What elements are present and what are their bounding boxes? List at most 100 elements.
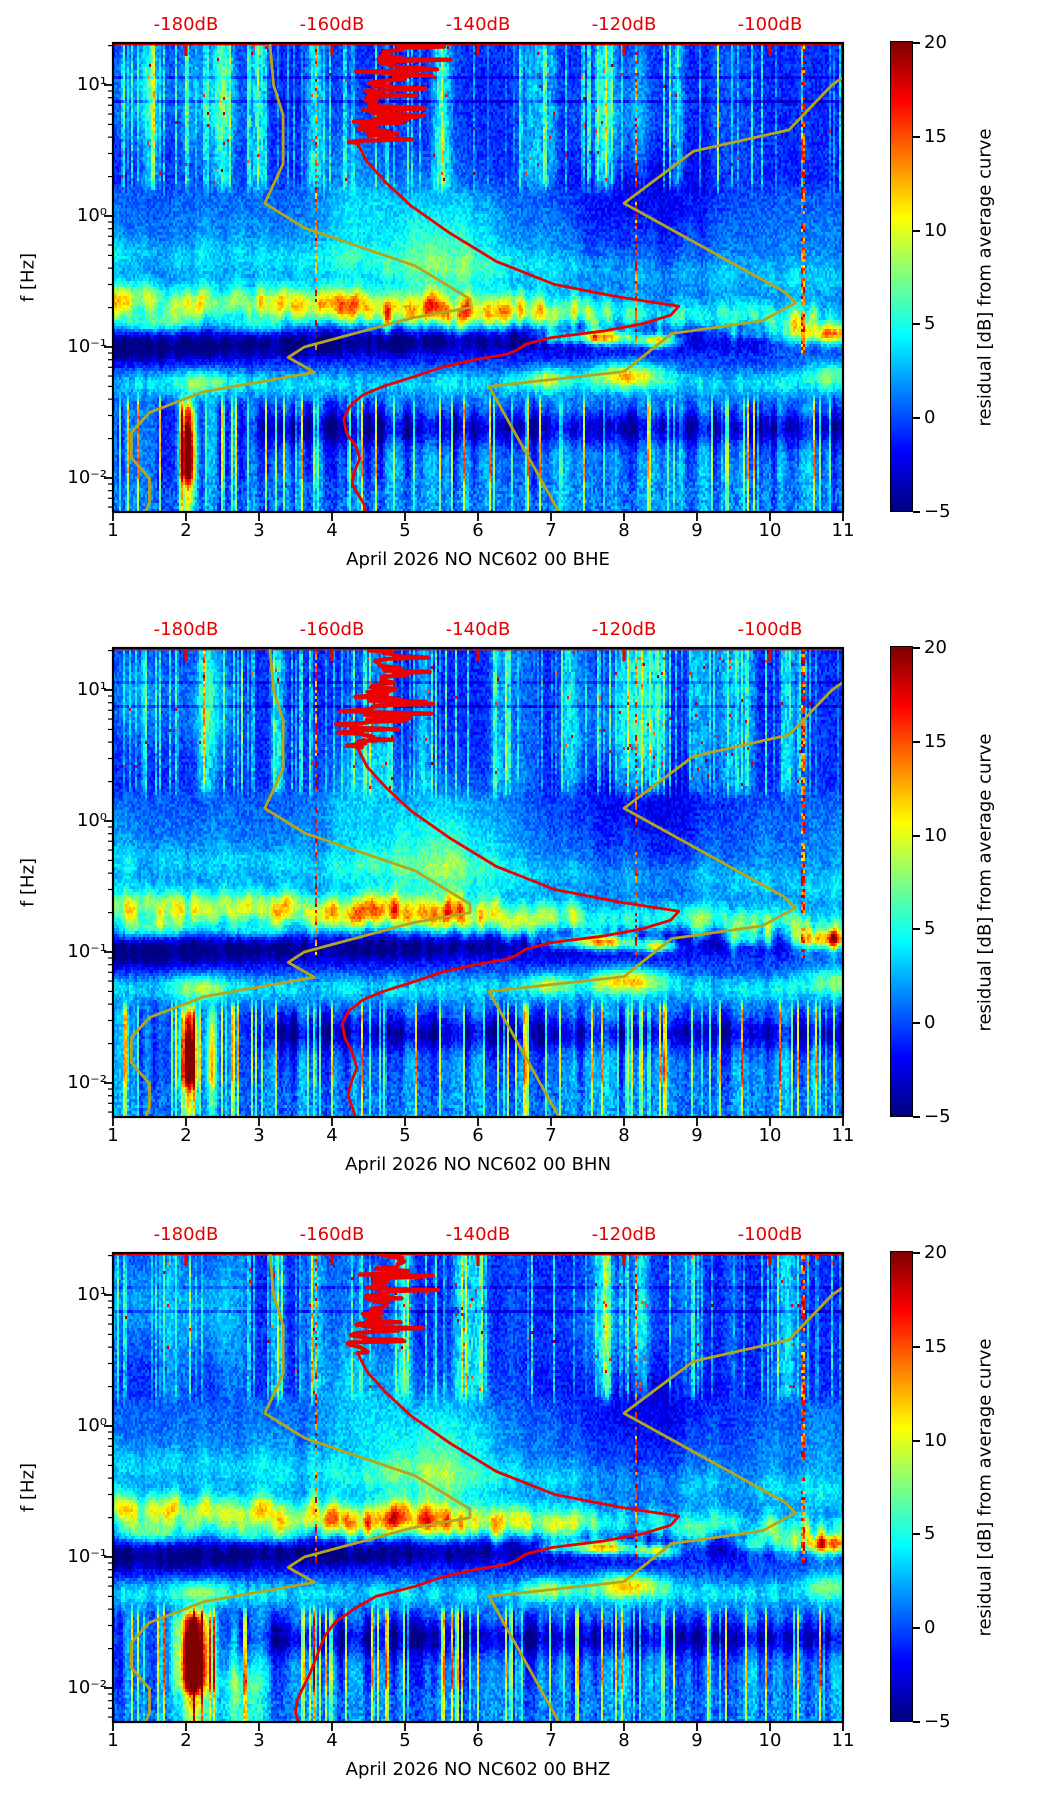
x-axis-ticklabel: 10	[758, 1125, 782, 1146]
top-axis-ticklabel: -180dB	[153, 14, 219, 35]
colorbar-ticklabel: 20	[924, 1242, 947, 1263]
colorbar-tick	[913, 42, 920, 44]
colorbar-ticklabel: 10	[924, 219, 947, 241]
x-axis-ticklabel: 6	[472, 1730, 484, 1751]
colorbar-tick	[913, 417, 920, 420]
x-axis-ticklabel: 2	[180, 520, 192, 541]
colorbar-label: residual [dB] from average curve	[974, 128, 996, 427]
colorbar-tick	[913, 229, 920, 232]
colorbar-tick	[913, 1022, 920, 1025]
x-axis-ticklabel: 7	[545, 520, 557, 541]
x-axis-ticklabel: 4	[326, 1125, 338, 1146]
colorbar-label: residual [dB] from average curve	[974, 733, 996, 1032]
top-axis-ticklabel: -100dB	[737, 619, 803, 640]
y-axis-ticklabel: 10⁻¹	[67, 335, 107, 357]
y-axis-ticklabel: 10⁻¹	[67, 1545, 107, 1567]
top-axis-ticklabel: -160dB	[299, 1224, 365, 1245]
y-axis-label: f [Hz]	[17, 252, 39, 303]
x-axis-ticklabel: 4	[326, 1730, 338, 1751]
panel-bhn: f [Hz] residual [dB] from average curve …	[0, 605, 1052, 1210]
y-axis-ticklabel: 10¹	[76, 73, 107, 95]
panel-bhz: f [Hz] residual [dB] from average curve …	[0, 1210, 1052, 1806]
colorbar	[890, 646, 913, 1117]
x-axis-ticklabel: 5	[399, 1730, 411, 1751]
y-axis-ticklabel: 10⁰	[76, 204, 107, 226]
x-axis-ticklabel: 9	[691, 1730, 703, 1751]
x-axis-ticklabel: 8	[618, 1730, 630, 1751]
colorbar-tick	[913, 1721, 920, 1723]
top-axis-ticklabel: -100dB	[737, 1224, 803, 1245]
colorbar-tick	[913, 1252, 920, 1254]
top-axis-ticklabel: -140dB	[445, 1224, 511, 1245]
colorbar-tick	[913, 928, 920, 931]
top-axis-ticklabel: -160dB	[299, 619, 365, 640]
top-axis-ticklabel: -160dB	[299, 14, 365, 35]
spectrogram-heatmap	[113, 648, 843, 1117]
x-axis-ticklabel: 4	[326, 520, 338, 541]
top-axis-ticklabel: -180dB	[153, 619, 219, 640]
colorbar-tick	[913, 1533, 920, 1536]
x-axis-ticklabel: 10	[758, 1730, 782, 1751]
x-axis-ticklabel: 3	[253, 1730, 265, 1751]
colorbar-ticklabel: −5	[924, 501, 951, 522]
x-axis-ticklabel: 11	[831, 1730, 855, 1751]
x-axis-ticklabel: 10	[758, 520, 782, 541]
x-axis-ticklabel: 1	[107, 520, 119, 541]
colorbar-ticklabel: 0	[924, 1617, 936, 1639]
panel-bhe: f [Hz] residual [dB] from average curve …	[0, 0, 1052, 605]
colorbar-tick	[913, 323, 920, 326]
x-axis-ticklabel: 6	[472, 1125, 484, 1146]
colorbar-ticklabel: 10	[924, 1429, 947, 1451]
top-axis-ticklabel: -120dB	[591, 14, 657, 35]
y-axis-ticklabel: 10⁻²	[67, 1071, 107, 1093]
colorbar-tick	[913, 1345, 920, 1348]
colorbar-tick	[913, 1116, 920, 1118]
colorbar	[890, 41, 913, 512]
x-axis-ticklabel: 7	[545, 1125, 557, 1146]
y-axis-ticklabel: 10¹	[76, 1283, 107, 1305]
colorbar-ticklabel: 5	[924, 313, 936, 335]
x-axis-ticklabel: 2	[180, 1125, 192, 1146]
panel-title: April 2026 NO NC602 00 BHN	[345, 1154, 611, 1175]
colorbar-ticklabel: 15	[924, 1335, 947, 1357]
top-axis-ticklabel: -120dB	[591, 619, 657, 640]
x-axis-ticklabel: 3	[253, 520, 265, 541]
y-axis-ticklabel: 10⁻²	[67, 1676, 107, 1698]
x-axis-ticklabel: 6	[472, 520, 484, 541]
x-axis-ticklabel: 2	[180, 1730, 192, 1751]
colorbar-label: residual [dB] from average curve	[974, 1338, 996, 1637]
spectrogram-heatmap	[113, 1253, 843, 1722]
colorbar-ticklabel: 20	[924, 32, 947, 53]
y-axis-ticklabel: 10¹	[76, 678, 107, 700]
top-axis-ticklabel: -120dB	[591, 1224, 657, 1245]
colorbar-ticklabel: 5	[924, 918, 936, 940]
top-axis-ticklabel: -140dB	[445, 619, 511, 640]
colorbar-tick	[913, 647, 920, 649]
x-axis-ticklabel: 5	[399, 1125, 411, 1146]
colorbar-ticklabel: 0	[924, 407, 936, 429]
colorbar-tick	[913, 834, 920, 837]
panel-title: April 2026 NO NC602 00 BHZ	[345, 1759, 611, 1780]
y-axis-ticklabel: 10⁰	[76, 809, 107, 831]
colorbar-tick	[913, 135, 920, 138]
y-axis-label: f [Hz]	[17, 857, 39, 908]
y-axis-label: f [Hz]	[17, 1462, 39, 1513]
colorbar-ticklabel: −5	[924, 1106, 951, 1127]
y-axis-ticklabel: 10⁻²	[67, 466, 107, 488]
x-axis-ticklabel: 3	[253, 1125, 265, 1146]
x-axis-ticklabel: 11	[831, 1125, 855, 1146]
x-axis-ticklabel: 11	[831, 520, 855, 541]
colorbar-ticklabel: 20	[924, 637, 947, 658]
colorbar-tick	[913, 740, 920, 743]
colorbar-tick	[913, 511, 920, 513]
top-axis-ticklabel: -100dB	[737, 14, 803, 35]
top-axis-ticklabel: -140dB	[445, 14, 511, 35]
colorbar-ticklabel: 0	[924, 1012, 936, 1034]
colorbar-tick	[913, 1439, 920, 1442]
y-axis-ticklabel: 10⁰	[76, 1414, 107, 1436]
colorbar-ticklabel: 15	[924, 730, 947, 752]
colorbar	[890, 1251, 913, 1722]
x-axis-ticklabel: 1	[107, 1125, 119, 1146]
colorbar-ticklabel: 10	[924, 824, 947, 846]
spectrogram-heatmap	[113, 43, 843, 512]
